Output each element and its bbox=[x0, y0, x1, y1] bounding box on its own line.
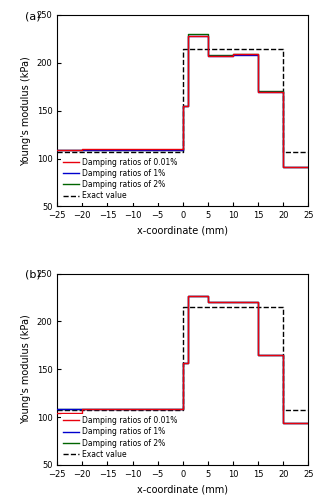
Legend: Damping ratios of 0.01%, Damping ratios of 1%, Damping ratios of 2%, Exact value: Damping ratios of 0.01%, Damping ratios … bbox=[61, 414, 180, 461]
Text: (b): (b) bbox=[24, 270, 40, 280]
Y-axis label: Young's modulus (kPa): Young's modulus (kPa) bbox=[21, 314, 31, 424]
X-axis label: x-coordinate (mm): x-coordinate (mm) bbox=[137, 226, 228, 236]
Text: (a): (a) bbox=[24, 11, 40, 21]
Legend: Damping ratios of 0.01%, Damping ratios of 1%, Damping ratios of 2%, Exact value: Damping ratios of 0.01%, Damping ratios … bbox=[61, 155, 180, 202]
X-axis label: x-coordinate (mm): x-coordinate (mm) bbox=[137, 484, 228, 494]
Y-axis label: Young's modulus (kPa): Young's modulus (kPa) bbox=[21, 56, 31, 166]
